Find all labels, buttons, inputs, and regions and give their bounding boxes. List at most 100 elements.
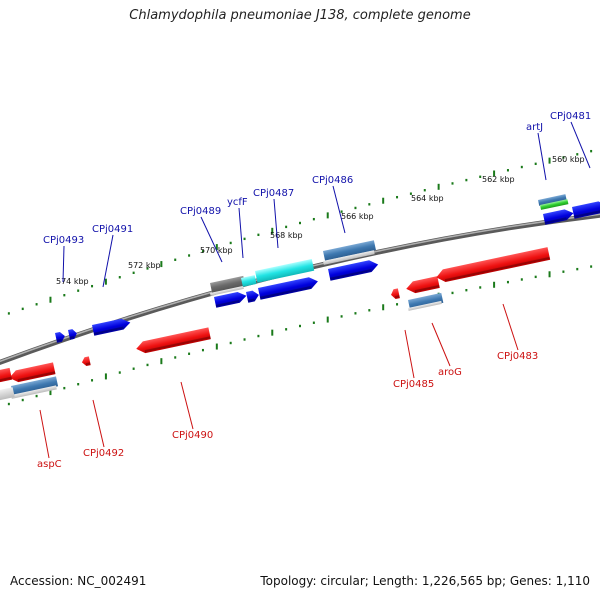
leader-line xyxy=(404,329,415,379)
feature-band xyxy=(540,199,569,210)
gene-arrow-shade xyxy=(0,376,12,382)
gene-arrow xyxy=(391,288,400,300)
gene-label-forward: CPj0489 xyxy=(180,206,221,217)
gene-label-reverse: CPj0483 xyxy=(497,351,538,362)
leader-line xyxy=(200,216,223,263)
gene-arrow xyxy=(436,247,551,283)
kbp-label: 562 kbp xyxy=(482,175,515,184)
feature-band-shape xyxy=(323,240,376,261)
feature-band xyxy=(11,385,57,399)
tick-layer xyxy=(7,149,593,406)
feature-band-shape xyxy=(11,385,57,399)
gene-arrow xyxy=(81,356,91,367)
gene-arrow-shade xyxy=(85,362,91,366)
gene-arrow-shape xyxy=(436,247,551,283)
gene-arrow xyxy=(328,260,379,281)
gene-arrow-shape xyxy=(543,209,574,225)
gene-arrow xyxy=(572,201,600,219)
feature-band xyxy=(323,250,375,265)
gene-arrow xyxy=(258,277,318,300)
gene-arrow xyxy=(136,327,211,354)
map-title: Chlamydophila pneumoniae J138, complete … xyxy=(129,8,471,23)
gene-arrow xyxy=(0,367,13,383)
feature-band xyxy=(408,300,442,311)
gene-label-forward: CPj0493 xyxy=(43,235,84,246)
gene-arrow xyxy=(68,329,77,340)
gene-arrow-shape xyxy=(572,201,600,219)
leader-line xyxy=(39,409,50,459)
gene-arrow-shade xyxy=(329,269,372,280)
gene-label-forward: ycfF xyxy=(227,197,248,208)
leader-line xyxy=(273,198,279,249)
feature-band-shape xyxy=(11,376,59,396)
kbp-label: 560 kbp xyxy=(552,155,585,164)
feature-band-shape xyxy=(210,285,244,296)
gene-arrow xyxy=(9,362,56,383)
feature-band xyxy=(210,275,246,293)
gene-arrow-shade xyxy=(573,210,600,218)
feature-band xyxy=(11,376,59,396)
gene-arrow-shade xyxy=(56,338,62,342)
gene-arrow xyxy=(55,331,65,343)
feature-band xyxy=(323,240,376,261)
gene-arrow-shape xyxy=(214,292,247,308)
gene-arrow xyxy=(92,318,131,336)
leader-line xyxy=(431,322,451,367)
gene-arrow-shade xyxy=(414,284,440,293)
feature-band-shape xyxy=(323,250,375,265)
leader-line xyxy=(502,303,519,351)
gene-arrow-shape xyxy=(258,277,318,300)
feature-band xyxy=(538,194,567,206)
gene-arrow-shape xyxy=(92,318,131,336)
feature-band xyxy=(241,275,257,287)
kbp-label: 568 kbp xyxy=(270,231,303,240)
gene-arrow-shade xyxy=(259,285,312,299)
gene-arrow-shade xyxy=(144,336,211,353)
gene-arrow xyxy=(246,290,259,303)
feature-band xyxy=(408,292,444,310)
gene-arrow-shape xyxy=(9,362,56,383)
leader-line xyxy=(238,207,244,259)
leader-line xyxy=(570,121,591,169)
leader-line xyxy=(62,245,65,283)
gene-label-reverse: aspC xyxy=(37,459,62,470)
gene-arrow-shape xyxy=(68,329,77,340)
feature-band xyxy=(0,387,15,401)
accession-text: Accession: NC_002491 xyxy=(10,574,147,588)
gene-arrow-shape xyxy=(328,260,379,281)
feature-band-shape xyxy=(241,275,257,287)
gene-arrow-shape xyxy=(246,290,259,303)
gene-arrow-shade xyxy=(215,299,240,307)
gene-arrow-shape xyxy=(81,356,91,367)
gene-arrow-shade xyxy=(247,298,255,302)
feature-band xyxy=(210,285,244,296)
gene-label-reverse: CPj0490 xyxy=(172,430,213,441)
feature-band-shape xyxy=(255,258,315,283)
gene-label-forward: CPj0486 xyxy=(312,175,353,186)
kbp-label: 566 kbp xyxy=(341,212,374,221)
gene-arrow-shape xyxy=(55,331,65,343)
gene-arrow-shade xyxy=(93,326,124,335)
gene-arrow-shade xyxy=(69,335,75,339)
gene-arrow-shade xyxy=(544,217,567,224)
gene-arrow-shade xyxy=(444,256,550,282)
gene-arrow-shape xyxy=(136,327,211,354)
leader-line xyxy=(332,185,346,234)
feature-band-shape xyxy=(538,194,567,206)
feature-band-shape xyxy=(408,292,444,310)
gene-label-reverse: CPj0485 xyxy=(393,379,434,390)
kbp-label: 564 kbp xyxy=(411,194,444,203)
feature-layer xyxy=(0,194,600,401)
gene-arrow-shade xyxy=(17,371,56,382)
gene-arrow-shape xyxy=(0,367,13,383)
gene-label-forward: CPj0487 xyxy=(253,188,294,199)
leader-line xyxy=(537,132,547,181)
leader-line xyxy=(102,234,114,288)
feature-band-shape xyxy=(0,387,15,401)
leader-line xyxy=(180,381,194,430)
genome-summary-text: Topology: circular; Length: 1,226,565 bp… xyxy=(260,574,590,588)
feature-band xyxy=(255,258,315,283)
